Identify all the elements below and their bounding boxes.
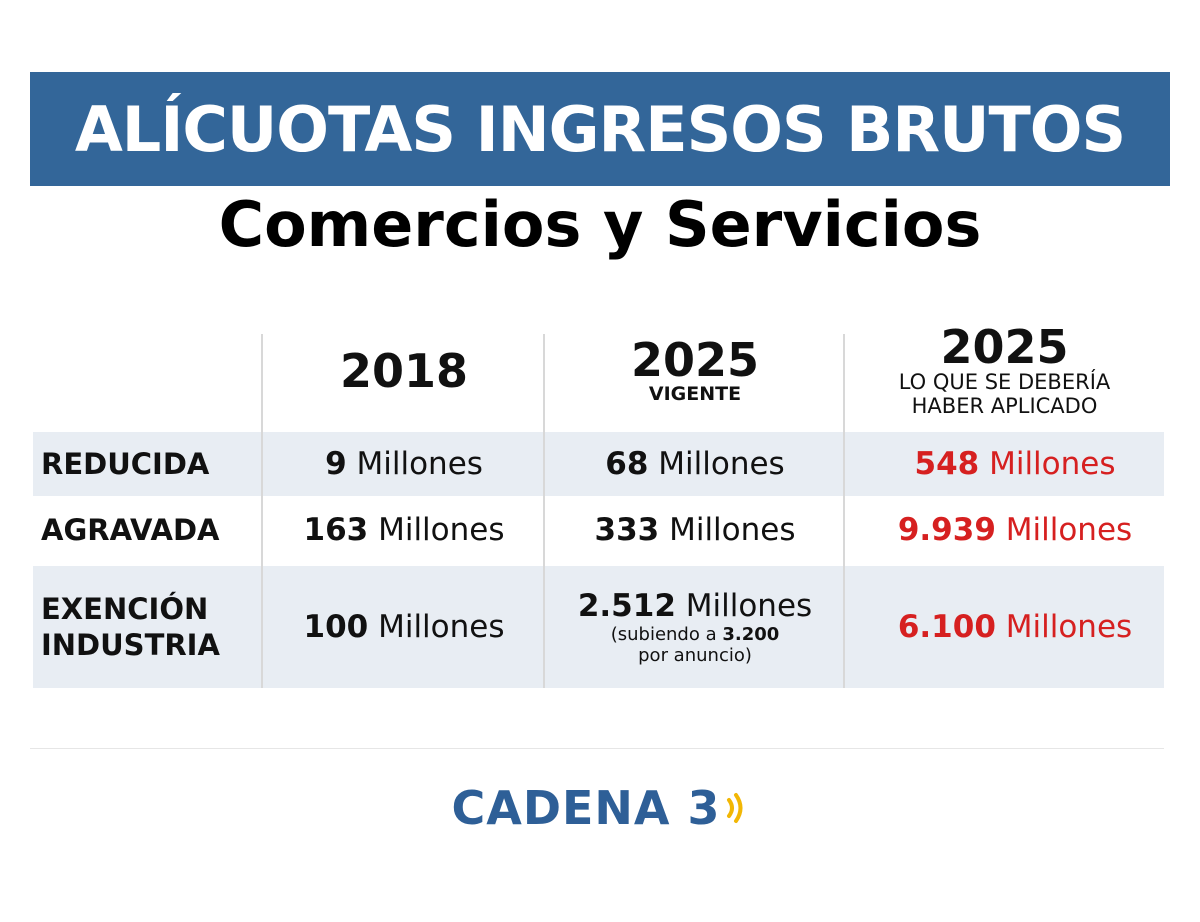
row-label-text: INDUSTRIA [41,628,220,662]
cell-2025: 333 Millones [545,496,845,564]
column-divider [843,334,845,688]
column-header-2025-deberia: 2025 LO QUE SE DEBERÍA HABER APLICADO [845,310,1164,432]
cell-2018: 163 Millones [263,496,545,564]
cell-2025-should: 9.939 Millones [845,496,1185,564]
table-row: EXENCIÓN INDUSTRIA 100 Millones 2.512 Mi… [33,566,1164,688]
cell-2025: 68 Millones [545,432,845,496]
cadena3-logo: CADENA 3 [0,778,1200,838]
cell-value: 100 Millones [303,609,505,645]
cell-2018: 100 Millones [263,566,545,688]
column-year: 2025 [940,320,1069,374]
cell-value: 333 Millones [594,512,796,548]
radio-waves-icon [726,793,743,823]
row-label-text: EXENCIÓN [41,592,209,626]
cell-value-highlight: 9.939 Millones [897,512,1133,548]
cell-2025-should: 548 Millones [845,432,1185,496]
column-year: 2025 [630,333,760,387]
column-subtitle: LO QUE SE DEBERÍA [898,370,1111,394]
column-header-2025-vigente: 2025 VIGENTE [545,310,845,432]
cell-value-highlight: 6.100 Millones [897,609,1133,645]
cell-value-highlight: 548 Millones [914,446,1116,482]
cell-value: 9 Millones [325,446,483,482]
logo-text: CADENA 3 [451,781,721,835]
column-divider [261,334,263,688]
page-title: ALÍCUOTAS INGRESOS BRUTOS [74,92,1126,166]
column-subtitle: HABER APLICADO [911,394,1098,418]
cell-2025-should: 6.100 Millones [845,566,1185,688]
table-row: AGRAVADA 163 Millones 333 Millones 9.939… [33,496,1164,564]
table-header-row: 2018 2025 VIGENTE 2025 LO QUE SE DEBERÍA… [33,310,1164,432]
row-label-text: AGRAVADA [41,513,220,547]
footer-divider [30,748,1164,749]
cell-note: por anuncio) [638,645,752,666]
cell-2018: 9 Millones [263,432,545,496]
row-label: REDUCIDA [41,432,209,496]
data-table: 2018 2025 VIGENTE 2025 LO QUE SE DEBERÍA… [33,310,1164,690]
row-label: EXENCIÓN INDUSTRIA [41,566,220,688]
cell-value: 68 Millones [605,446,785,482]
column-year: 2018 [339,344,469,398]
table-row: REDUCIDA 9 Millones 68 Millones 548 Mill… [33,432,1164,496]
cell-value: 2.512 Millones [577,588,813,624]
cell-note: (subiendo a 3.200 [610,624,780,645]
column-subtitle: VIGENTE [648,383,742,405]
cell-value: 163 Millones [303,512,505,548]
cell-2025: 2.512 Millones (subiendo a 3.200 por anu… [545,566,845,688]
title-banner: ALÍCUOTAS INGRESOS BRUTOS [30,72,1170,186]
row-label: AGRAVADA [41,496,220,564]
column-header-2018: 2018 [263,310,545,432]
page-subtitle: Comercios y Servicios [218,188,982,261]
column-divider [543,334,545,688]
row-label-text: REDUCIDA [41,447,210,481]
